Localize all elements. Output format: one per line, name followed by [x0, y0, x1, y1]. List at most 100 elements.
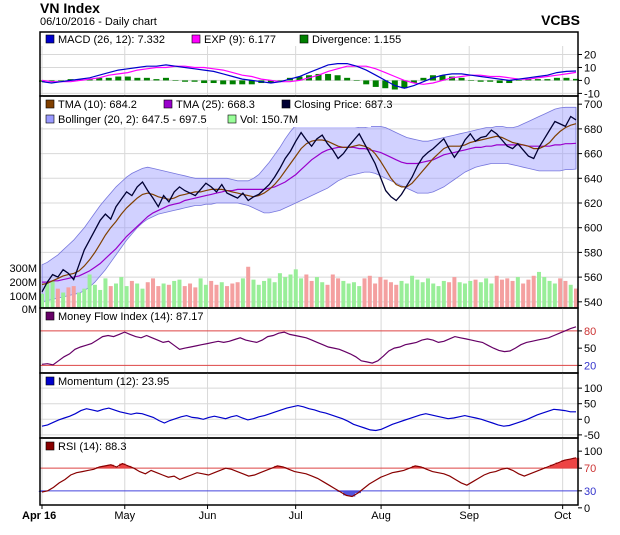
macd-divergence-bar	[201, 80, 208, 84]
macd-legend-label-1: EXP (9): 6.177	[204, 34, 276, 46]
volume-bar	[209, 280, 214, 308]
macd-divergence-bar	[334, 75, 341, 81]
volume-bar	[214, 284, 219, 308]
volume-bar	[404, 283, 409, 308]
macd-divergence-bar	[124, 76, 131, 81]
macd-divergence-bar	[96, 77, 103, 81]
volume-bar	[415, 279, 420, 308]
volume-bar	[521, 283, 526, 308]
rsi-ytick-label-0: 100	[584, 446, 602, 458]
volume-bar	[478, 282, 483, 308]
volume-bar	[272, 282, 277, 308]
macd-legend-label-0: MACD (26, 12): 7.332	[58, 34, 165, 46]
volume-bar	[299, 278, 304, 308]
volume-bar	[420, 282, 425, 308]
macd-divergence-bar	[229, 80, 236, 85]
price-ytick-label-0: 700	[584, 99, 602, 111]
volume-bar	[425, 278, 430, 308]
macd-ytick-label-3: -10	[584, 88, 600, 100]
volume-bar	[351, 282, 356, 308]
volume-bar	[182, 286, 187, 308]
macd-divergence-bar	[210, 80, 217, 84]
macd-divergence-bar	[248, 80, 255, 85]
volume-bar	[447, 282, 452, 308]
macd-divergence-bar	[325, 73, 332, 81]
macd-divergence-bar	[420, 77, 427, 81]
volume-bar	[462, 283, 467, 308]
price-row2-legend-label-1: Vol: 150.7M	[240, 114, 298, 126]
rsi-ytick-label-1: 70	[584, 463, 596, 475]
mfi-legend-swatch-0	[45, 311, 55, 321]
volume-bar	[293, 269, 298, 308]
rsi-overbought-fill	[119, 463, 126, 469]
volume-bar	[484, 278, 489, 308]
chart-source: VCBS	[541, 12, 580, 28]
macd-divergence-bar	[315, 73, 322, 81]
volume-bar	[151, 278, 156, 308]
mfi-legend-label-0: Money Flow Index (14): 87.17	[58, 311, 204, 323]
macd-divergence-bar	[515, 80, 522, 81]
volume-bar	[362, 278, 367, 308]
price-row1-legend-label-0: TMA (10): 684.2	[58, 99, 137, 111]
macd-divergence-bar	[277, 80, 284, 81]
macd-divergence-bar	[344, 77, 351, 81]
macd-divergence-bar	[487, 80, 494, 82]
macd-divergence-bar	[458, 77, 465, 81]
volume-bar	[262, 280, 267, 308]
volume-bar	[558, 278, 563, 308]
macd-divergence-bar	[191, 80, 198, 82]
volume-bar	[166, 284, 171, 308]
volume-bar	[103, 278, 108, 308]
volume-tick-label-3: 0M	[22, 304, 37, 316]
macd-divergence-bar	[553, 77, 560, 81]
volume-bar	[267, 278, 272, 308]
volume-bar	[531, 275, 536, 308]
volume-tick-label-2: 100M	[9, 291, 37, 303]
mfi-ytick-label-0: 80	[584, 326, 596, 338]
volume-bar	[288, 274, 293, 308]
x-tick-label-5: Sep	[459, 510, 479, 522]
rsi-line	[41, 457, 577, 498]
macd-divergence-bar	[563, 77, 570, 81]
macd-divergence-bar	[506, 80, 513, 84]
macd-signal-line	[41, 65, 577, 85]
macd-divergence-bar	[134, 77, 141, 81]
volume-bar	[119, 277, 124, 308]
momentum-legend-label-0: Momentum (12): 23.95	[58, 376, 169, 388]
volume-bar	[50, 280, 55, 308]
macd-divergence-bar	[449, 76, 456, 81]
closing-price-line	[41, 115, 577, 293]
volume-bar	[373, 283, 378, 308]
rsi-overbought-fill	[567, 459, 574, 469]
macd-divergence-bar	[115, 76, 122, 81]
macd-divergence-bar	[372, 80, 379, 87]
macd-divergence-bar	[267, 80, 274, 84]
volume-bar	[240, 278, 245, 308]
macd-divergence-bar	[544, 79, 551, 81]
volume-bar	[251, 279, 256, 308]
volume-bar	[510, 280, 515, 308]
mfi-ytick-label-2: 20	[584, 360, 596, 372]
volume-bar	[45, 283, 50, 308]
volume-bar	[219, 282, 224, 308]
macd-line	[41, 62, 577, 89]
chart-subtitle: 06/10/2016 - Daily chart	[40, 16, 157, 28]
volume-bar	[87, 274, 92, 308]
momentum-line	[41, 404, 576, 432]
macd-divergence-bar	[439, 75, 446, 81]
volume-bar	[277, 273, 282, 308]
volume-bar	[129, 280, 134, 308]
volume-bar	[410, 275, 415, 308]
rsi-overbought-fill	[101, 465, 109, 469]
x-tick-label-2: Jun	[199, 510, 217, 522]
momentum-ytick-label-1: 50	[584, 399, 596, 411]
volume-bar	[246, 266, 251, 308]
volume-bar	[82, 288, 87, 308]
macd-divergence-bar	[353, 80, 360, 81]
macd-divergence-bar	[86, 79, 93, 81]
volume-bar	[161, 283, 166, 308]
macd-legend-swatch-0	[45, 34, 55, 44]
momentum-ytick-label-2: 0	[584, 414, 590, 426]
volume-bar	[542, 277, 547, 308]
volume-bar	[66, 287, 71, 308]
